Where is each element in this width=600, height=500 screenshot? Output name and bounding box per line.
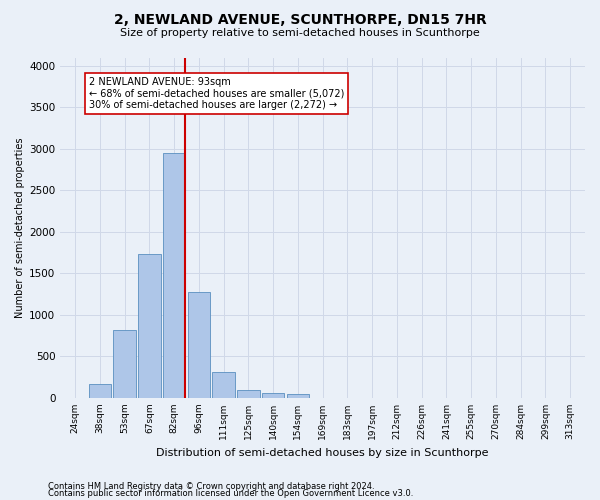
- Bar: [237, 390, 260, 398]
- Text: Size of property relative to semi-detached houses in Scunthorpe: Size of property relative to semi-detach…: [120, 28, 480, 38]
- Bar: [287, 394, 309, 398]
- Bar: [89, 384, 111, 398]
- Bar: [188, 292, 210, 398]
- Bar: [113, 330, 136, 398]
- Text: Contains HM Land Registry data © Crown copyright and database right 2024.: Contains HM Land Registry data © Crown c…: [48, 482, 374, 491]
- Text: Contains public sector information licensed under the Open Government Licence v3: Contains public sector information licen…: [48, 490, 413, 498]
- Bar: [212, 372, 235, 398]
- X-axis label: Distribution of semi-detached houses by size in Scunthorpe: Distribution of semi-detached houses by …: [157, 448, 489, 458]
- Bar: [138, 254, 161, 398]
- Text: 2, NEWLAND AVENUE, SCUNTHORPE, DN15 7HR: 2, NEWLAND AVENUE, SCUNTHORPE, DN15 7HR: [113, 12, 487, 26]
- Bar: [262, 393, 284, 398]
- Y-axis label: Number of semi-detached properties: Number of semi-detached properties: [15, 138, 25, 318]
- Bar: [163, 153, 185, 398]
- Text: 2 NEWLAND AVENUE: 93sqm
← 68% of semi-detached houses are smaller (5,072)
30% of: 2 NEWLAND AVENUE: 93sqm ← 68% of semi-de…: [89, 76, 344, 110]
